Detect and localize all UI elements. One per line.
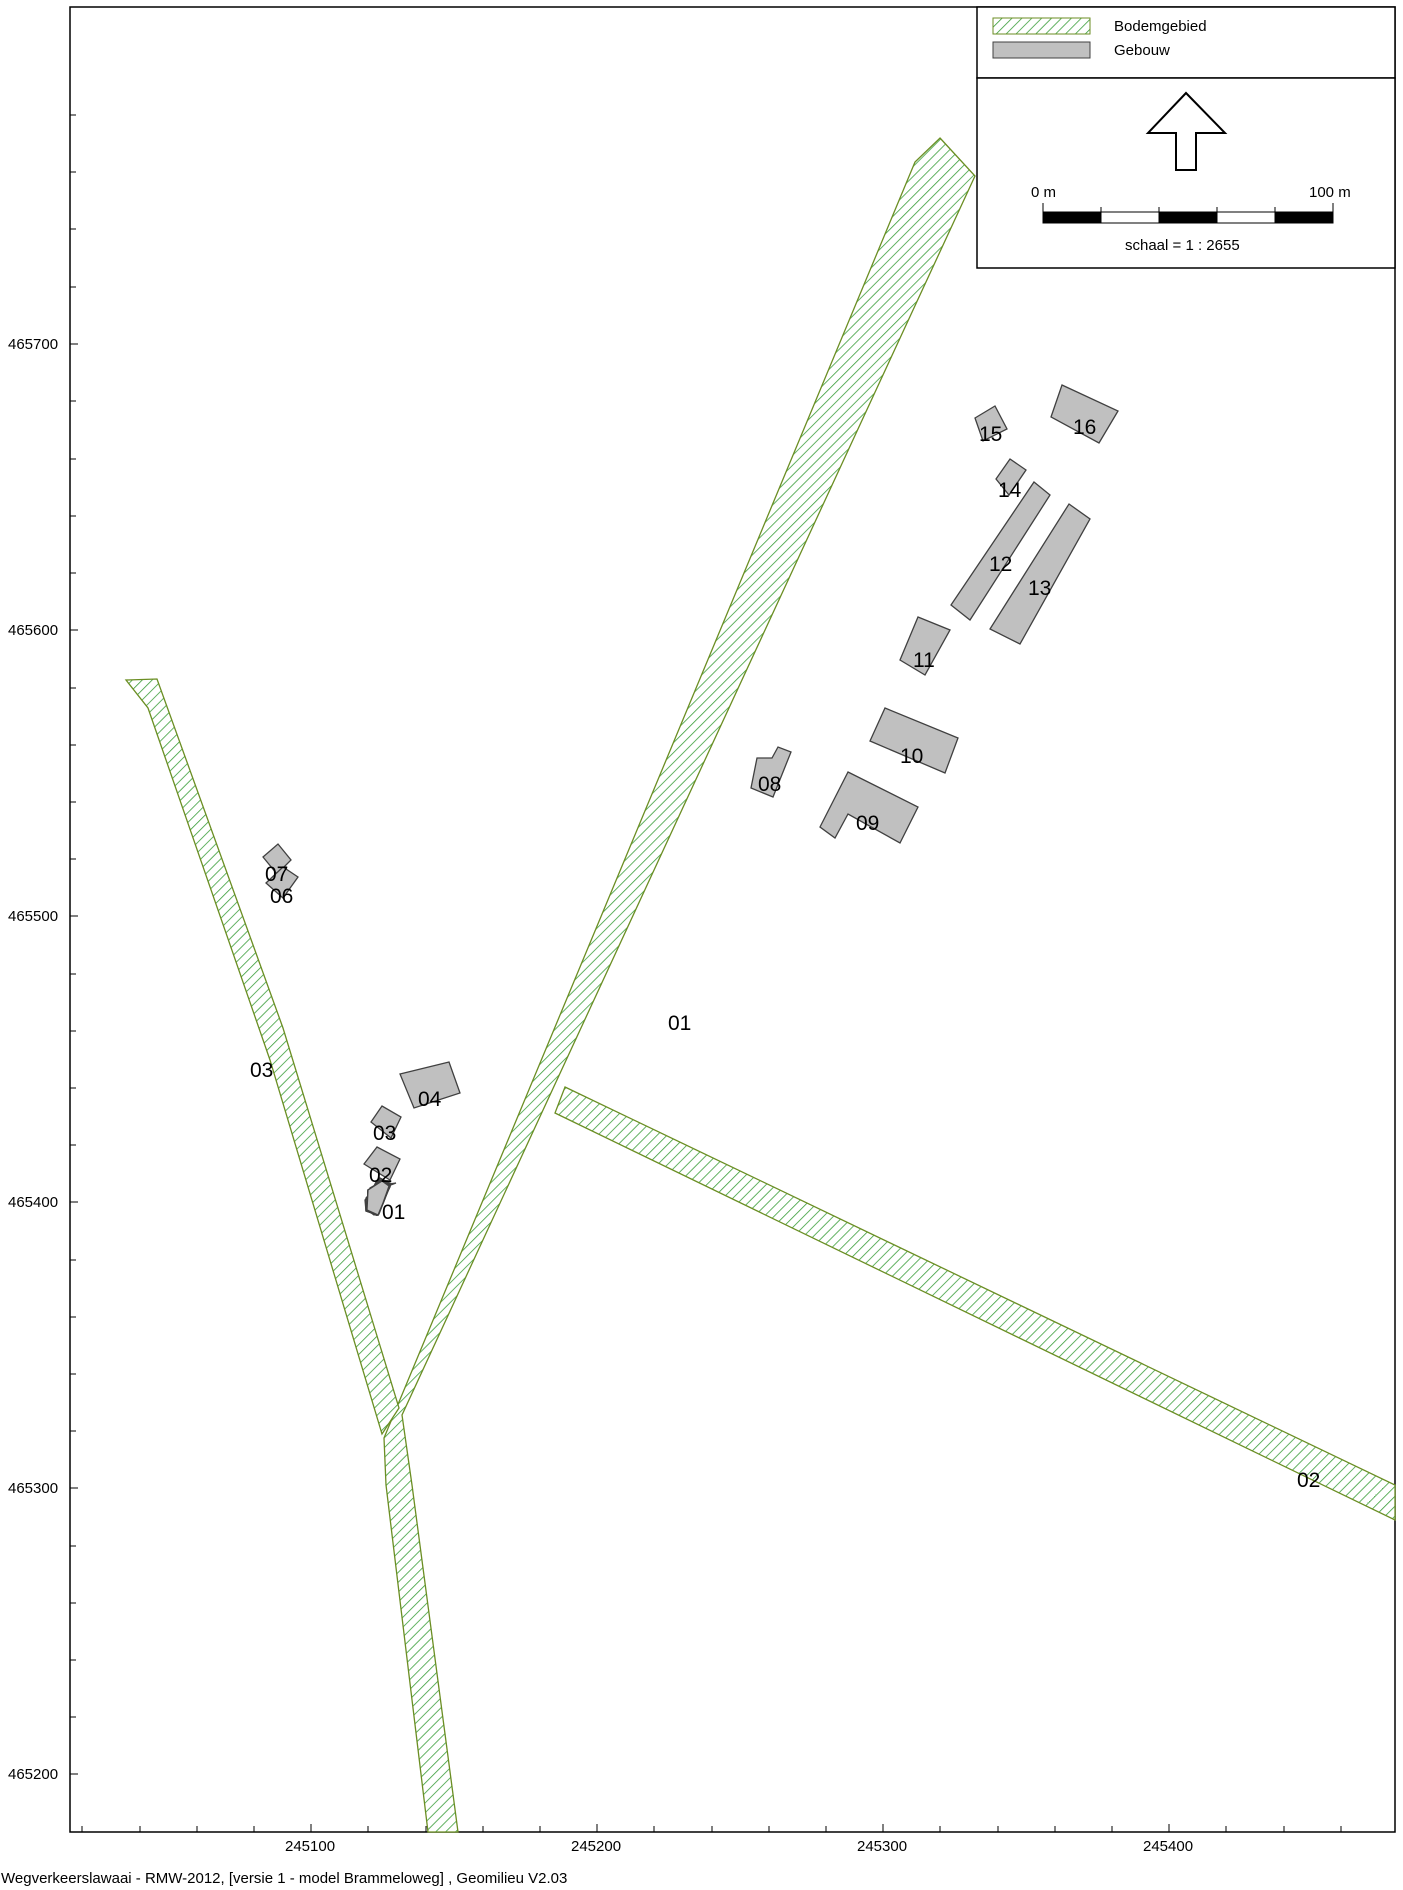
building-14[interactable]	[995, 458, 1027, 497]
building-label-13: 13	[1028, 577, 1051, 600]
x-tick-label: 245100	[285, 1838, 335, 1855]
building-13[interactable]	[989, 503, 1091, 645]
building-labels: 01 02 03 04 06 07 08 09 10 11 12 13 14 1…	[265, 416, 1096, 1224]
y-tick-label: 465200	[8, 1766, 58, 1783]
x-tick-label: 245200	[571, 1838, 621, 1855]
building-10[interactable]	[869, 707, 959, 774]
building-label-10: 10	[900, 745, 923, 768]
building-label-15: 15	[979, 423, 1002, 446]
building-16[interactable]	[1050, 384, 1119, 444]
x-axis	[81, 1824, 1342, 1832]
x-tick-label: 245300	[857, 1838, 907, 1855]
legend-swatch-gebouw	[992, 41, 1091, 59]
building-label-07: 07	[265, 863, 288, 886]
area-label-01: 01	[668, 1012, 691, 1035]
bodemgebied-area-03[interactable]	[124, 678, 400, 1436]
building-12[interactable]	[950, 481, 1051, 621]
building-label-01: 01	[382, 1201, 405, 1224]
y-axis	[70, 114, 78, 1775]
building-11[interactable]	[899, 616, 951, 676]
y-tick-label: 465500	[8, 908, 58, 925]
building-09[interactable]	[819, 771, 919, 844]
bodemgebied-areas	[124, 137, 1396, 1833]
y-tick-label: 465300	[8, 1480, 58, 1497]
building-03[interactable]	[370, 1105, 402, 1140]
y-axis-labels: 465700 465600 465500 465400 465300 46520…	[8, 336, 58, 1783]
buildings	[262, 384, 1119, 1199]
building-07[interactable]	[262, 843, 292, 875]
area-label-03: 03	[250, 1059, 273, 1082]
legend-swatch-bodemgebied	[992, 17, 1091, 35]
bodemgebied-area-diagonal[interactable]	[383, 137, 976, 1833]
building-15[interactable]	[974, 405, 1008, 442]
legend-label-gebouw: Gebouw	[1114, 42, 1170, 59]
building-label-06: 06	[270, 885, 293, 908]
north-arrow-icon	[1145, 91, 1228, 171]
building-08[interactable]	[750, 746, 792, 798]
building-label-11: 11	[913, 649, 935, 672]
building-06[interactable]	[265, 866, 299, 899]
building-label-16: 16	[1073, 416, 1096, 439]
building-label-08: 08	[758, 773, 781, 796]
y-tick-label: 465400	[8, 1194, 58, 1211]
area-label-02: 02	[1297, 1469, 1320, 1492]
y-tick-label: 465600	[8, 622, 58, 639]
building-label-04: 04	[418, 1088, 442, 1111]
scalebar	[1042, 203, 1334, 224]
x-tick-label: 245400	[1143, 1838, 1193, 1855]
x-axis-labels: 245100 245200 245300 245400	[285, 1838, 1193, 1855]
legend: Bodemgebied Gebouw	[976, 6, 1396, 79]
scale-box: 0 m 100 m schaal = 1 : 2655	[976, 77, 1396, 269]
building-label-09: 09	[856, 812, 879, 835]
building-01-main-canonical[interactable]	[366, 1180, 390, 1216]
y-tick-label: 465700	[8, 336, 58, 353]
building-label-03: 03	[373, 1122, 396, 1145]
scalebar-start-label: 0 m	[1031, 184, 1056, 201]
legend-label-bodemgebied: Bodemgebied	[1114, 18, 1207, 35]
bodemgebied-area-02[interactable]	[554, 1086, 1396, 1522]
footer-text: Wegverkeerslawaai - RMW-2012, [versie 1 …	[1, 1870, 568, 1887]
building-label-14: 14	[998, 479, 1022, 502]
scale-text: schaal = 1 : 2655	[1125, 237, 1240, 254]
scalebar-end-label: 100 m	[1309, 184, 1351, 201]
building-02[interactable]	[363, 1146, 401, 1181]
building-04[interactable]	[399, 1061, 461, 1109]
map-frame	[69, 6, 1396, 1833]
building-label-12: 12	[989, 553, 1012, 576]
building-label-02: 02	[369, 1164, 392, 1187]
